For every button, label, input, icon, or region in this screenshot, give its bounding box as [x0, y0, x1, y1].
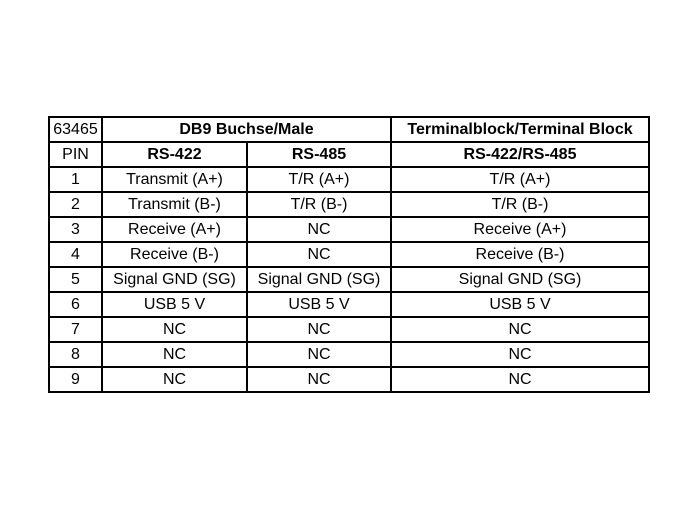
- rs422-cell: NC: [101, 366, 248, 393]
- rs422-cell: Receive (B-): [101, 241, 248, 268]
- terminal-cell: Signal GND (SG): [390, 266, 650, 293]
- rs422-cell: Receive (A+): [101, 216, 248, 243]
- rs422-cell: NC: [101, 341, 248, 368]
- article-number: 63465: [48, 116, 103, 143]
- pin-cell: 9: [48, 366, 103, 393]
- table-row: 9 NC NC NC: [48, 366, 650, 393]
- rs485-cell: NC: [246, 341, 392, 368]
- pin-cell: 1: [48, 166, 103, 193]
- header-row: 63465 DB9 Buchse/Male Terminalblock/Term…: [48, 116, 650, 143]
- rs422-cell: USB 5 V: [101, 291, 248, 318]
- pin-cell: 7: [48, 316, 103, 343]
- rs485-cell: Signal GND (SG): [246, 266, 392, 293]
- table-row: 2 Transmit (B-) T/R (B-) T/R (B-): [48, 191, 650, 218]
- pin-header: PIN: [48, 141, 103, 168]
- rs422-cell: NC: [101, 316, 248, 343]
- terminal-cell: Receive (A+): [390, 216, 650, 243]
- terminal-header: Terminalblock/Terminal Block: [390, 116, 650, 143]
- terminal-cell: NC: [390, 366, 650, 393]
- pin-cell: 5: [48, 266, 103, 293]
- pinout-table: 63465 DB9 Buchse/Male Terminalblock/Term…: [48, 116, 650, 393]
- db9-header: DB9 Buchse/Male: [101, 116, 392, 143]
- terminal-cell: NC: [390, 341, 650, 368]
- pin-cell: 3: [48, 216, 103, 243]
- pin-cell: 6: [48, 291, 103, 318]
- rs485-cell: T/R (A+): [246, 166, 392, 193]
- rs422-cell: Signal GND (SG): [101, 266, 248, 293]
- rs485-cell: T/R (B-): [246, 191, 392, 218]
- table-row: 3 Receive (A+) NC Receive (A+): [48, 216, 650, 243]
- terminal-subheader: RS-422/RS-485: [390, 141, 650, 168]
- rs485-header: RS-485: [246, 141, 392, 168]
- terminal-cell: T/R (B-): [390, 191, 650, 218]
- rs422-header: RS-422: [101, 141, 248, 168]
- pin-cell: 8: [48, 341, 103, 368]
- rs422-cell: Transmit (A+): [101, 166, 248, 193]
- table-row: 1 Transmit (A+) T/R (A+) T/R (A+): [48, 166, 650, 193]
- rs485-cell: NC: [246, 241, 392, 268]
- terminal-cell: Receive (B-): [390, 241, 650, 268]
- terminal-cell: NC: [390, 316, 650, 343]
- table-row: 5 Signal GND (SG) Signal GND (SG) Signal GN…: [48, 266, 650, 293]
- pin-cell: 4: [48, 241, 103, 268]
- table-row: 7 NC NC NC: [48, 316, 650, 343]
- rs422-cell: Transmit (B-): [101, 191, 248, 218]
- subheader-row: PIN RS-422 RS-485 RS-422/RS-485: [48, 141, 650, 168]
- rs485-cell: NC: [246, 316, 392, 343]
- rs485-cell: USB 5 V: [246, 291, 392, 318]
- rs485-cell: NC: [246, 216, 392, 243]
- table-row: 6 USB 5 V USB 5 V USB 5 V: [48, 291, 650, 318]
- terminal-cell: T/R (A+): [390, 166, 650, 193]
- terminal-cell: USB 5 V: [390, 291, 650, 318]
- table-row: 4 Receive (B-) NC Receive (B-): [48, 241, 650, 268]
- table-row: 8 NC NC NC: [48, 341, 650, 368]
- rs485-cell: NC: [246, 366, 392, 393]
- pin-cell: 2: [48, 191, 103, 218]
